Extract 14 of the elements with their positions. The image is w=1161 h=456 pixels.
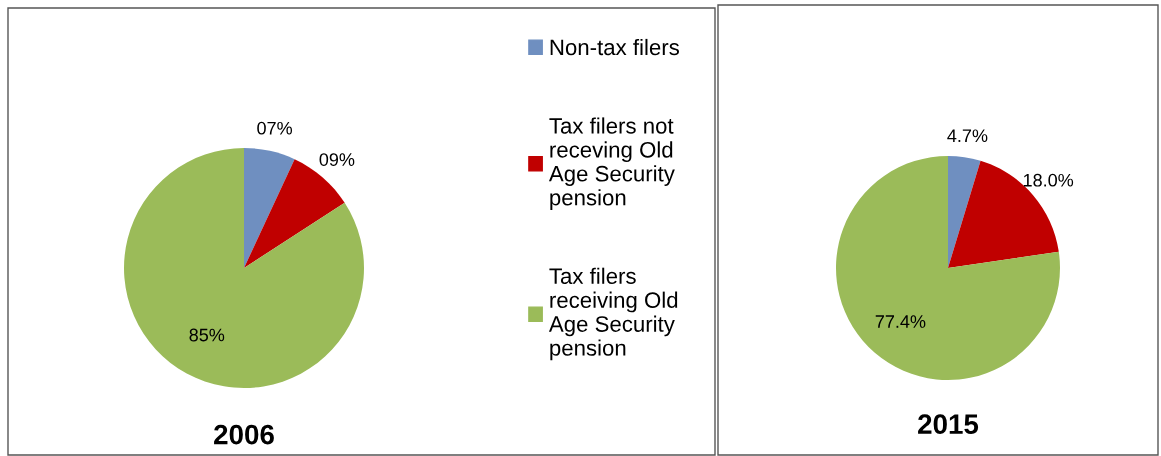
pie-slice [948,156,981,268]
data-label: 77.4% [875,315,926,328]
data-label: 07% [257,121,293,135]
legend-label: Tax filers receiving Old Age Security pension [548,267,678,361]
data-label: 85% [189,328,225,342]
data-label: 18.0% [1023,173,1074,187]
legend-label: Tax filers not receving Old Age Security pension [548,117,675,210]
pie-slice [244,148,295,268]
pie-slice [124,148,364,388]
text: 2006 [214,424,274,445]
data-label: 09% [319,153,355,166]
legend-label: Non-tax filers [550,38,679,56]
text: 2015 [918,414,979,434]
data-label: 4.7% [947,129,988,143]
